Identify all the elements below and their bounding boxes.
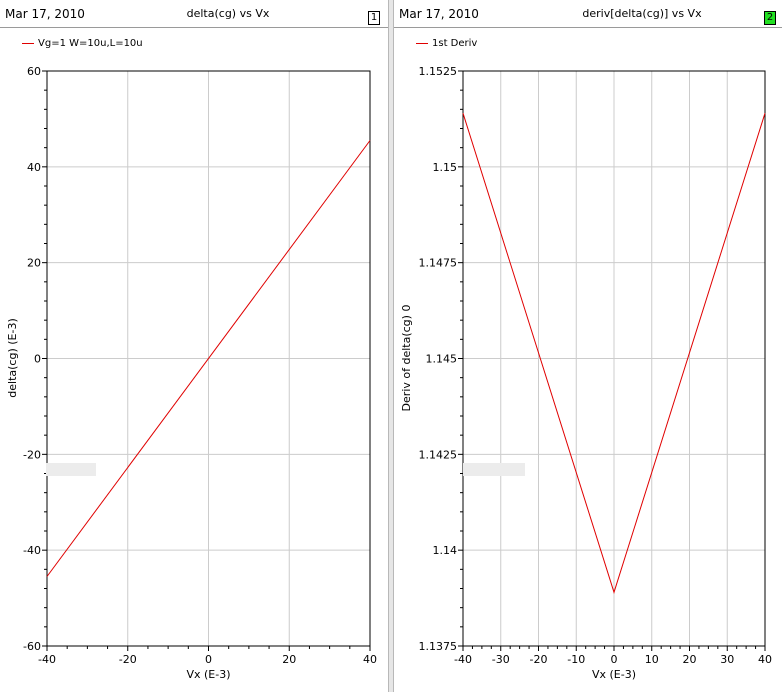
y-tick-label: 1.15 [433, 161, 458, 174]
x-tick-label: -40 [38, 653, 56, 666]
overlay-strip [463, 463, 525, 476]
legend-line-swatch [416, 42, 428, 44]
plot-panel-2: Mar 17, 2010 deriv[delta(cg)] vs Vx 2 1s… [394, 0, 782, 692]
y-tick-label: -40 [23, 544, 41, 557]
y-tick-label: 60 [27, 65, 41, 78]
x-tick-label: 40 [363, 653, 377, 666]
panel-splitter[interactable] [388, 0, 394, 692]
y-tick-label: 1.1425 [419, 448, 458, 461]
y-tick-label: -20 [23, 448, 41, 461]
legend-label: Vg=1 W=10u,L=10u [38, 38, 143, 49]
x-tick-label: -20 [530, 653, 548, 666]
y-tick-label: 1.1475 [419, 257, 458, 270]
x-axis-label: Vx (E-3) [592, 668, 636, 681]
y-tick-label: 1.1375 [419, 640, 458, 653]
panel-date: Mar 17, 2010 [399, 7, 479, 21]
legend-line-swatch [22, 42, 34, 44]
panel-number-badge[interactable]: 1 [368, 11, 380, 25]
x-tick-label: 0 [611, 653, 618, 666]
panel-header: Mar 17, 2010 deriv[delta(cg)] vs Vx 2 [394, 0, 782, 28]
y-axis-label: Deriv of delta(cg) 0 [400, 305, 413, 412]
legend-label: 1st Deriv [432, 38, 478, 49]
x-tick-label: 40 [758, 653, 772, 666]
legend[interactable]: 1st Deriv [416, 38, 477, 49]
overlay-strip [46, 463, 96, 476]
x-tick-label: 10 [645, 653, 659, 666]
x-tick-label: -40 [454, 653, 472, 666]
panel-header: Mar 17, 2010 delta(cg) vs Vx 1 [0, 0, 388, 28]
x-tick-label: 30 [720, 653, 734, 666]
y-tick-label: 40 [27, 161, 41, 174]
x-tick-label: 20 [683, 653, 697, 666]
y-tick-label: 0 [34, 353, 41, 366]
panel-title: delta(cg) vs Vx [186, 7, 270, 20]
plot-panel-1: Mar 17, 2010 delta(cg) vs Vx 1 Vg=1 W=10… [0, 0, 388, 692]
x-axis-label: Vx (E-3) [186, 668, 230, 681]
x-tick-label: 0 [205, 653, 212, 666]
series-line [462, 113, 766, 594]
x-tick-label: -10 [567, 653, 585, 666]
x-tick-label: 20 [282, 653, 296, 666]
y-tick-label: 1.145 [426, 353, 458, 366]
panel-number-badge[interactable]: 2 [764, 11, 776, 25]
y-axis-label: delta(cg) (E-3) [6, 318, 19, 397]
y-tick-label: 20 [27, 257, 41, 270]
chart-2-svg[interactable]: 1.1375 1.14 1.1425 1.145 1.1475 1.15 1.1525 -40… [394, 0, 782, 692]
y-tick-label: -60 [23, 640, 41, 653]
x-tick-label: -20 [119, 653, 137, 666]
legend[interactable]: Vg=1 W=10u,L=10u [22, 38, 143, 49]
panel-title: deriv[delta(cg)] vs Vx [582, 7, 702, 20]
y-tick-label: 1.14 [433, 544, 458, 557]
y-tick-label: 1.1525 [419, 65, 458, 78]
series-line [46, 140, 371, 577]
panel-date: Mar 17, 2010 [5, 7, 85, 21]
x-tick-label: -30 [492, 653, 510, 666]
